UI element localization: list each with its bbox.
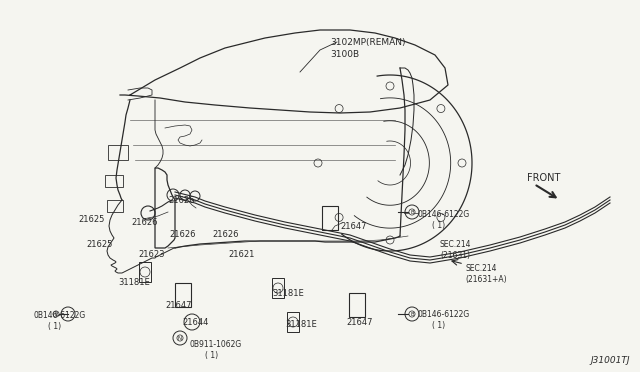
Text: 21626: 21626 bbox=[131, 218, 157, 227]
Text: 0B911-1062G: 0B911-1062G bbox=[190, 340, 243, 349]
Text: 3102MP(REMAN): 3102MP(REMAN) bbox=[330, 38, 406, 47]
Text: 21621: 21621 bbox=[228, 250, 254, 259]
Text: SEC.214: SEC.214 bbox=[465, 264, 497, 273]
Text: ( 1): ( 1) bbox=[432, 221, 445, 230]
Text: B: B bbox=[410, 209, 414, 215]
Text: 31181E: 31181E bbox=[285, 320, 317, 329]
Text: J31001TJ: J31001TJ bbox=[591, 356, 630, 365]
Text: 21647: 21647 bbox=[340, 222, 367, 231]
Text: 21644: 21644 bbox=[182, 318, 209, 327]
Text: 0B146-6122G: 0B146-6122G bbox=[418, 210, 470, 219]
Text: 0B146-6122G: 0B146-6122G bbox=[418, 310, 470, 319]
Text: SEC.214: SEC.214 bbox=[440, 240, 472, 249]
Text: 21626: 21626 bbox=[212, 230, 239, 239]
Text: 21647: 21647 bbox=[165, 301, 191, 310]
Text: 3100B: 3100B bbox=[330, 50, 359, 59]
Text: ( 1): ( 1) bbox=[48, 322, 61, 331]
Text: B: B bbox=[410, 311, 414, 317]
Bar bbox=[272, 278, 284, 298]
Text: 21626: 21626 bbox=[168, 196, 195, 205]
Text: 31181E: 31181E bbox=[118, 278, 150, 287]
Text: N: N bbox=[178, 336, 182, 340]
Bar bbox=[322, 206, 338, 230]
Text: ( 1): ( 1) bbox=[432, 321, 445, 330]
Text: 21626: 21626 bbox=[169, 230, 195, 239]
Bar bbox=[287, 312, 299, 332]
Text: 31181E: 31181E bbox=[272, 289, 304, 298]
Text: 21647: 21647 bbox=[346, 318, 372, 327]
Text: (21631+A): (21631+A) bbox=[465, 275, 507, 284]
Text: 21625: 21625 bbox=[78, 215, 104, 224]
Text: FRONT: FRONT bbox=[527, 173, 561, 183]
Text: (21631): (21631) bbox=[440, 251, 470, 260]
Text: 21625: 21625 bbox=[86, 240, 113, 249]
Text: 21623: 21623 bbox=[138, 250, 164, 259]
Bar bbox=[175, 283, 191, 307]
Bar bbox=[139, 262, 151, 282]
Text: ( 1): ( 1) bbox=[205, 351, 218, 360]
Text: B: B bbox=[54, 311, 58, 317]
Text: 0B146-6122G: 0B146-6122G bbox=[34, 311, 86, 320]
Bar bbox=[349, 293, 365, 317]
